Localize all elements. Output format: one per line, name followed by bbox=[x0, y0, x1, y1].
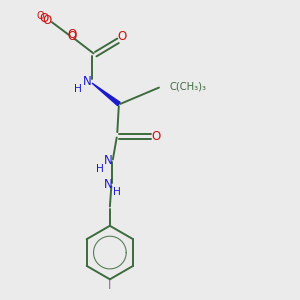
Text: O: O bbox=[68, 30, 77, 43]
Text: O: O bbox=[40, 12, 49, 25]
Text: N: N bbox=[103, 178, 112, 191]
Text: O: O bbox=[151, 130, 160, 142]
Text: I: I bbox=[108, 279, 112, 292]
Text: O: O bbox=[68, 28, 77, 41]
Text: C(CH₃)₃: C(CH₃)₃ bbox=[169, 81, 206, 91]
Text: N: N bbox=[82, 74, 91, 88]
Text: O: O bbox=[43, 14, 52, 27]
Text: H: H bbox=[74, 84, 82, 94]
Text: H: H bbox=[95, 164, 104, 174]
Polygon shape bbox=[92, 83, 120, 106]
Text: N: N bbox=[103, 154, 112, 167]
Text: O: O bbox=[36, 11, 44, 21]
Text: H: H bbox=[113, 187, 121, 197]
Text: O: O bbox=[118, 30, 127, 43]
